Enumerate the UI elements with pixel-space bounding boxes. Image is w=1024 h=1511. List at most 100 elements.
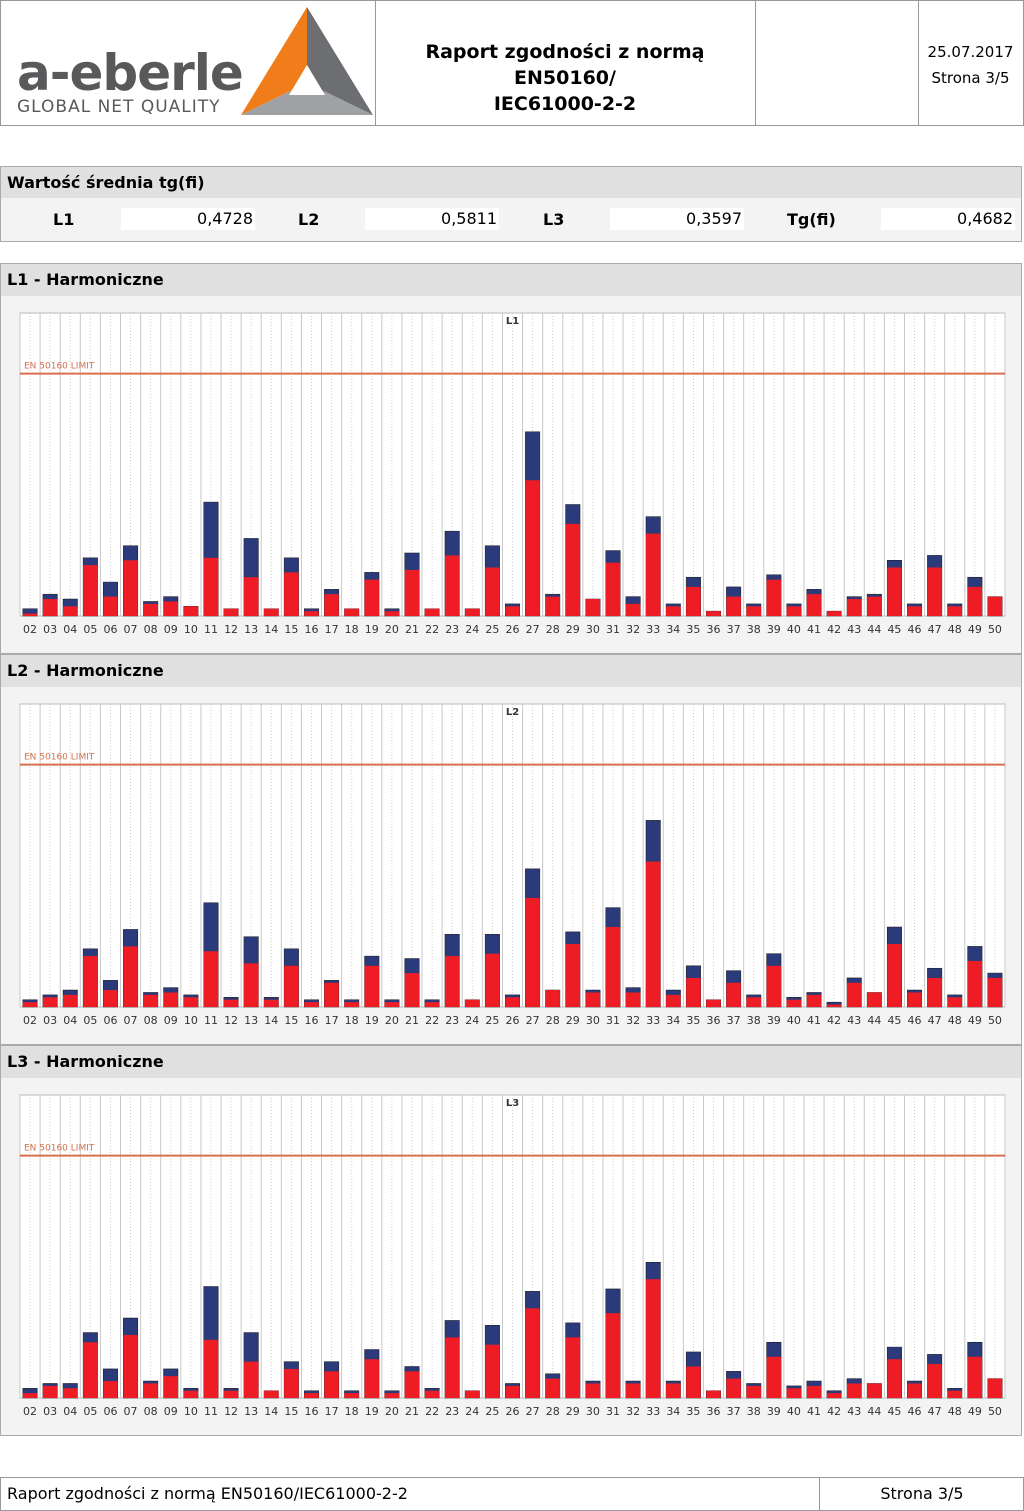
x-tick-label: 46 <box>908 1014 922 1027</box>
x-tick-label: 38 <box>747 1405 761 1418</box>
x-tick-label: 38 <box>747 623 761 636</box>
x-tick-label: 03 <box>43 623 57 636</box>
bar-value <box>565 523 581 616</box>
tgfi-label-l2: L2 <box>298 210 320 229</box>
bar-value <box>625 1383 641 1398</box>
bar-value <box>264 999 279 1007</box>
x-tick-label: 14 <box>264 1405 278 1418</box>
bar-value <box>444 1337 460 1398</box>
tgfi-values-row: L1 0,4728 L2 0,5811 L3 0,3597 Tg(fi) 0,4… <box>0 198 1022 242</box>
bar-value <box>223 1390 239 1398</box>
bar-value <box>22 1002 38 1007</box>
bar-value <box>324 982 339 1007</box>
bar-value <box>967 1356 983 1398</box>
x-tick-label: 28 <box>546 1405 560 1418</box>
bar-value <box>746 606 761 616</box>
bar-value <box>786 999 802 1007</box>
bar-value <box>344 1393 359 1398</box>
bar-value <box>143 603 158 616</box>
bar-value <box>806 594 822 616</box>
bar-value <box>384 1393 400 1398</box>
x-tick-label: 35 <box>686 1405 700 1418</box>
x-tick-label: 39 <box>767 1405 781 1418</box>
x-tick-label: 49 <box>968 1405 982 1418</box>
x-tick-label: 20 <box>385 1014 399 1027</box>
x-tick-label: 11 <box>204 1405 218 1418</box>
x-tick-label: 14 <box>264 1014 278 1027</box>
bar-value <box>645 1279 661 1398</box>
x-tick-label: 14 <box>264 623 278 636</box>
x-tick-label: 18 <box>345 1405 359 1418</box>
x-tick-label: 22 <box>425 1405 439 1418</box>
x-tick-label: 10 <box>184 623 198 636</box>
x-tick-label: 41 <box>807 1014 821 1027</box>
bar-value <box>424 608 440 616</box>
bar-value <box>324 594 339 616</box>
x-tick-label: 18 <box>345 1014 359 1027</box>
bar-value <box>183 997 199 1007</box>
x-tick-label: 21 <box>405 1014 419 1027</box>
bar-value <box>344 608 359 616</box>
tgfi-label-l1: L1 <box>53 210 75 229</box>
x-tick-label: 16 <box>304 1405 318 1418</box>
x-tick-label: 22 <box>425 1014 439 1027</box>
bar-value <box>806 994 822 1007</box>
l1-harmonics-chart: EN 50160 LIMIT L1 02 03 04 05 06 07 08 09 10 11 12 13… <box>19 312 1006 636</box>
x-tick-label: 17 <box>325 1014 339 1027</box>
x-tick-label: 34 <box>666 623 680 636</box>
logo-subtitle: GLOBAL NET QUALITY <box>17 97 221 117</box>
l3-chart-panel: EN 50160 LIMIT L3 02 03 04 05 06 07 08 09 10 11 12 13… <box>0 1078 1022 1436</box>
bar-value <box>686 977 701 1007</box>
bar-value <box>143 994 158 1007</box>
bar-value <box>987 596 1003 616</box>
x-tick-label: 31 <box>606 623 620 636</box>
bar-value <box>404 1371 420 1398</box>
x-tick-label: 02 <box>23 1014 37 1027</box>
bar-value <box>103 1381 118 1398</box>
x-tick-label: 31 <box>606 1405 620 1418</box>
x-tick-label: 17 <box>325 623 339 636</box>
x-tick-label: 06 <box>103 1405 117 1418</box>
x-tick-label: 07 <box>124 623 138 636</box>
bar-value <box>465 608 480 616</box>
bar-value <box>826 1004 842 1007</box>
x-tick-label: 12 <box>224 623 238 636</box>
report-footer: Raport zgodności z normą EN50160/IEC6100… <box>0 1477 1024 1511</box>
bar-value <box>304 1002 319 1007</box>
x-tick-label: 28 <box>546 623 560 636</box>
chart-title: L3 <box>506 1098 519 1109</box>
l3-section-title: L3 - Harmoniczne <box>0 1045 1022 1079</box>
x-tick-label: 21 <box>405 1405 419 1418</box>
tgfi-value-l1: 0,4728 <box>121 208 255 230</box>
x-tick-label: 47 <box>928 1014 942 1027</box>
bar-value <box>304 1393 319 1398</box>
l2-chart-panel: EN 50160 LIMIT L2 02 03 04 05 06 07 08 09 10 11 12 13… <box>0 687 1022 1045</box>
report-header: a-eberle GLOBAL NET QUALITY Raport zgodn… <box>0 0 1024 126</box>
bar-value <box>686 586 701 616</box>
bar-value <box>163 992 179 1007</box>
x-tick-label: 08 <box>144 623 158 636</box>
bar-value <box>465 1390 480 1398</box>
x-tick-label: 23 <box>445 623 459 636</box>
bar-value <box>585 992 601 1007</box>
bar-value <box>63 1388 78 1398</box>
bar-value <box>404 569 420 616</box>
bar-value <box>22 613 38 616</box>
bar-value <box>525 480 540 616</box>
bar-value <box>22 1393 38 1398</box>
bar-value <box>444 956 460 1007</box>
x-tick-label: 42 <box>827 1014 841 1027</box>
bar-value <box>666 606 681 616</box>
x-tick-label: 18 <box>345 623 359 636</box>
bar-value <box>746 997 761 1007</box>
bar-value <box>806 1385 822 1398</box>
x-tick-label: 30 <box>586 1014 600 1027</box>
x-tick-label: 44 <box>867 623 881 636</box>
bar-value <box>444 555 460 616</box>
bar-value <box>42 997 58 1007</box>
report-title: Raport zgodności z normą EN50160/ IEC610… <box>375 39 755 117</box>
bar-value <box>846 982 862 1007</box>
x-tick-label: 29 <box>566 1014 580 1027</box>
bar-value <box>103 990 118 1007</box>
bar-value <box>83 1342 98 1398</box>
